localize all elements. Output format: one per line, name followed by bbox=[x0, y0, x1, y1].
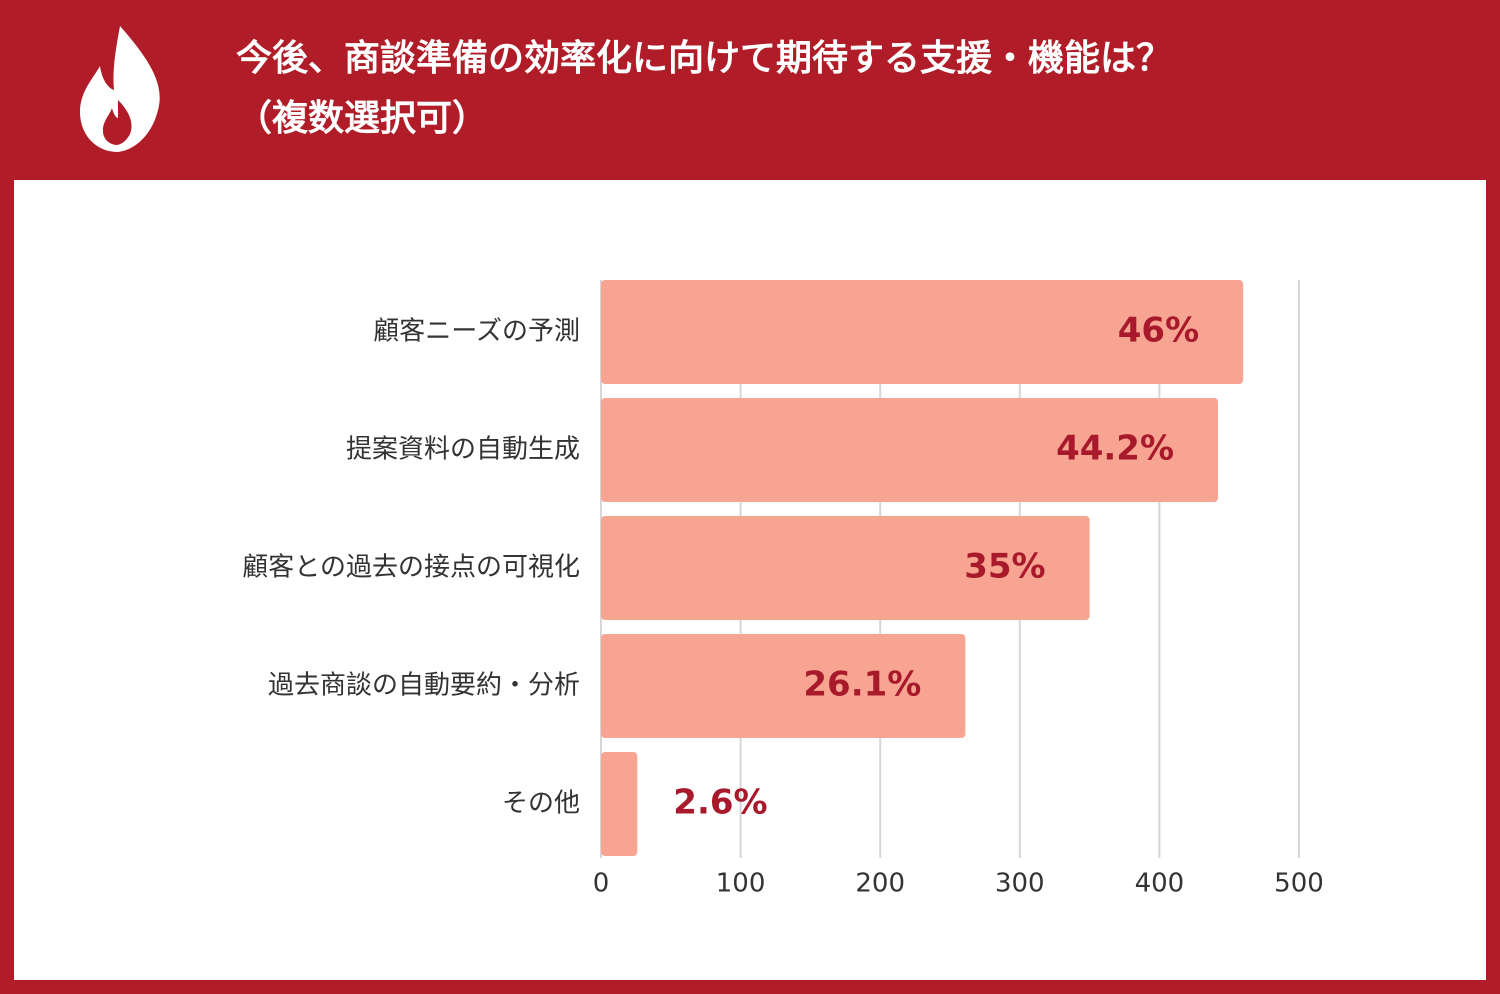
x-tick-label: 100 bbox=[716, 869, 766, 899]
y-tick-label: 顧客ニーズの予測 bbox=[373, 317, 580, 347]
bar bbox=[601, 516, 1090, 620]
chart-title: 今後、商談準備の効率化に向けて期待する支援・機能は？ bbox=[236, 38, 1172, 79]
flame-icon bbox=[80, 26, 160, 152]
x-tick-label: 500 bbox=[1274, 869, 1324, 899]
value-label: 44.2% bbox=[1056, 429, 1174, 469]
bar bbox=[601, 280, 1244, 384]
y-tick-label: 過去商談の自動要約・分析 bbox=[268, 671, 580, 701]
bar bbox=[601, 634, 966, 738]
y-tick-label: 提案資料の自動生成 bbox=[346, 435, 580, 465]
x-tick-label: 400 bbox=[1135, 869, 1185, 899]
x-tick-label: 0 bbox=[593, 869, 610, 899]
bar bbox=[601, 398, 1219, 502]
chart-subtitle: （複数選択可） bbox=[236, 98, 488, 139]
value-label: 35% bbox=[964, 547, 1045, 587]
y-tick-label: 顧客との過去の接点の可視化 bbox=[242, 553, 580, 583]
x-tick-label: 200 bbox=[855, 869, 905, 899]
x-tick-label: 300 bbox=[995, 869, 1045, 899]
value-label: 26.1% bbox=[803, 665, 921, 705]
y-tick-label: その他 bbox=[502, 789, 580, 819]
value-label: 46% bbox=[1118, 311, 1199, 351]
bar bbox=[601, 752, 638, 856]
value-label: 2.6% bbox=[673, 783, 767, 823]
